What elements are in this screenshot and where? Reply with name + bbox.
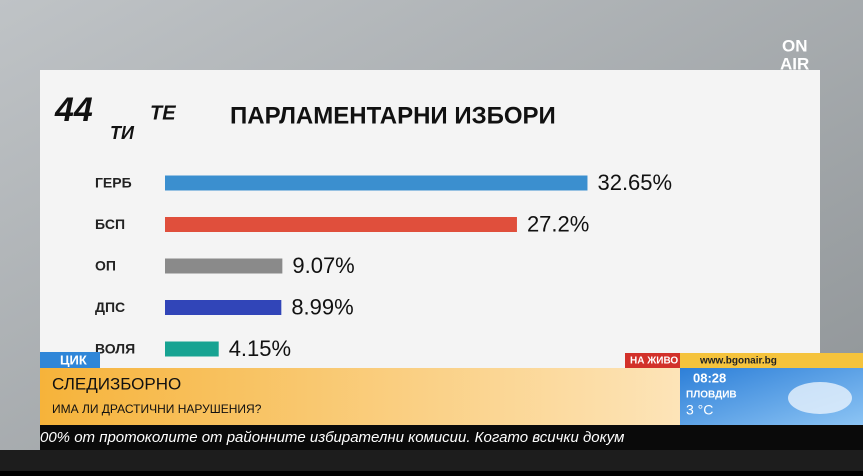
live-box [625,353,680,368]
category-label: ОП [95,258,116,274]
headline: СЛЕДИЗБОРНО [52,374,181,393]
tag-box [40,352,100,369]
value-label: 9.07% [292,253,354,278]
logo-text: ON [782,36,808,55]
logo-text: ТЕ [150,102,176,124]
subline: ИМА ЛИ ДРАСТИЧНИ НАРУШЕНИЯ? [52,402,262,416]
value-label: 4.15% [229,336,291,361]
bar [165,258,283,274]
bar [165,341,219,357]
bar [165,175,588,191]
bottom-band [0,450,863,471]
tag: ЦИК [60,352,87,367]
category-label: ВОЛЯ [95,341,135,357]
category-label: БСП [95,216,125,232]
live: НА ЖИВО [630,356,678,367]
chart: ГЕРБ 32.65% БСП 27.2% ОП 9.07% ДПС 8.99% ВОЛЯ 4.1… [95,170,672,361]
url: www.bgonair.bg [699,356,777,367]
channel-logo: ON AIR [780,36,809,73]
value-label: 27.2% [527,211,589,236]
chart-title: ПАРЛАМЕНТАРНИ ИЗБОРИ [230,102,556,129]
logo-text: ТИ [110,123,135,143]
headline-strip [40,368,680,425]
city: ПЛОВДИВ [686,390,737,401]
crawl: 00% от протоколите от районните избирате… [40,429,624,446]
category-label: ГЕРБ [95,175,132,191]
crawl-strip [40,425,863,450]
url-box [680,353,863,368]
logo-text: AIR [780,54,809,73]
show-logo: 44 ТИ ТЕ [54,91,176,143]
temperature: 3 °C [686,402,713,418]
logo-text: 44 [54,91,93,129]
bar [165,217,517,232]
value-label: 8.99% [291,294,353,319]
bar [165,300,282,315]
category-label: ДПС [95,299,125,315]
time: 08:28 [693,370,726,385]
cloud-icon [788,382,852,414]
value-label: 32.65% [597,170,672,195]
